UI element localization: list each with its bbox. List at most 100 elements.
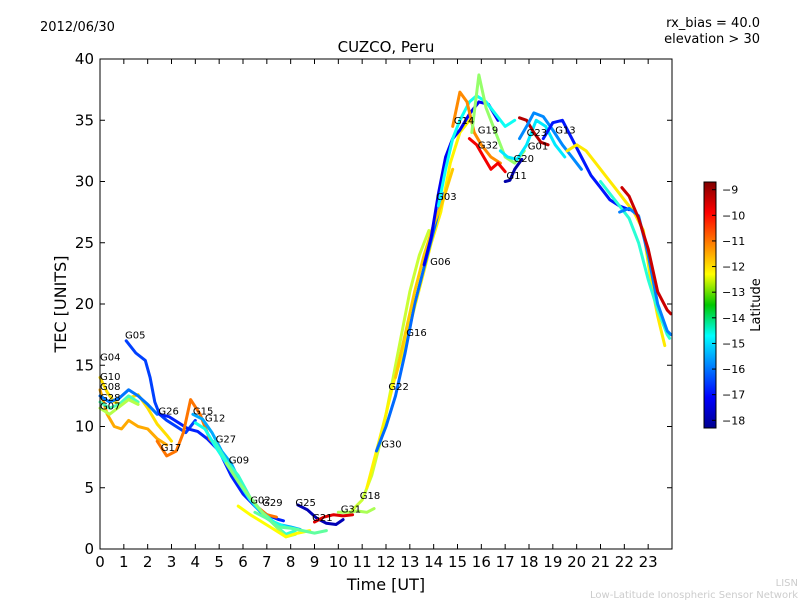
x-tick-label: 13 (400, 553, 419, 571)
colorbar-tick-label: −14 (722, 312, 745, 325)
colorbar-tick-label: −12 (722, 261, 745, 274)
x-tick-label: 9 (310, 553, 320, 571)
x-tick-label: 11 (353, 553, 372, 571)
y-axis: 0 5 10 15 20 25 30 35 40 (75, 50, 672, 558)
credit-network: Low-Latitude Ionospheric Sensor Network (590, 590, 798, 600)
y-tick-label: 5 (84, 479, 94, 497)
y-tick-label: 25 (75, 234, 94, 252)
x-tick-label: 14 (424, 553, 443, 571)
y-tick-label: 0 (84, 540, 94, 558)
colorbar-tick-label: −16 (722, 363, 745, 376)
elevation-label: elevation > 30 (664, 32, 760, 47)
x-tick-label: 21 (591, 553, 610, 571)
colorbar-tick-label: −9 (722, 184, 738, 197)
x-tick-label: 6 (238, 553, 248, 571)
colorbar (703, 181, 717, 429)
plot-frame (99, 58, 673, 550)
sat-label-g04: G04 (100, 352, 120, 363)
series-g29 (253, 510, 328, 535)
rx-bias-label: rx_bias = 40.0 (666, 16, 760, 31)
sat-label-g29: G29 (262, 498, 282, 509)
series-g28 (98, 394, 140, 410)
sat-label-g17: G17 (161, 443, 181, 454)
colorbar-label: Latitude (749, 278, 764, 332)
series-g20 (498, 118, 567, 161)
sat-label-g32: G32 (478, 140, 498, 151)
series-g21 (313, 513, 355, 524)
series-g08 (98, 388, 159, 416)
y-tick-label: 40 (75, 50, 94, 68)
sat-label-g18: G18 (360, 491, 380, 502)
series-g10 (98, 388, 169, 447)
sat-label-g07: G07 (100, 401, 120, 412)
sat-label-g09: G09 (229, 455, 249, 466)
series-g21b (599, 180, 672, 340)
x-tick-label: 23 (639, 553, 658, 571)
series-g11 (503, 157, 524, 183)
y-tick-label: 15 (75, 356, 94, 374)
x-tick-label: 16 (472, 553, 491, 571)
x-tick-label: 5 (214, 553, 224, 571)
sat-label-g03: G03 (436, 192, 456, 203)
sat-label-g15: G15 (193, 406, 213, 417)
sat-label-g12: G12 (205, 414, 225, 425)
sat-label-g14: G14 (454, 116, 474, 127)
x-tick-label: 7 (262, 553, 272, 571)
sat-label-g08: G08 (100, 382, 120, 393)
series-g23 (518, 111, 583, 171)
sat-label-g30: G30 (381, 439, 401, 450)
sat-label-g19: G19 (478, 126, 498, 137)
sat-label-g20: G20 (514, 154, 534, 165)
x-tick-label: 2 (143, 553, 153, 571)
series-g04 (98, 376, 173, 443)
series-g03 (436, 94, 517, 208)
x-tick-label: 15 (448, 553, 467, 571)
colorbar-tick-label: −15 (722, 337, 745, 350)
sat-label-g13: G13 (555, 126, 575, 137)
sat-label-g26: G26 (158, 406, 178, 417)
series-g32 (467, 137, 507, 174)
sat-label-g21: G21 (312, 513, 332, 524)
sat-label-g11: G11 (506, 171, 526, 182)
series-g14 (451, 90, 502, 165)
x-tick-label: 18 (519, 553, 538, 571)
y-axis-label: TEC [UNITS] (51, 256, 70, 354)
sat-label-g23: G23 (527, 128, 547, 139)
sat-label-g02: G02 (250, 496, 270, 507)
date-label: 2012/06/30 (40, 20, 115, 35)
sat-label-g05: G05 (125, 330, 145, 341)
y-tick-label: 20 (75, 295, 94, 313)
x-tick-label: 22 (615, 553, 634, 571)
sat-label-g28: G28 (100, 393, 120, 404)
x-axis-label: Time [UT] (346, 575, 425, 594)
x-tick-label: 17 (496, 553, 515, 571)
x-tick-label: 4 (191, 553, 201, 571)
series-g05 (124, 339, 197, 435)
colorbar-tick-label: −10 (722, 209, 745, 222)
colorbar-ticks: −9 −10 −11 −12 −13 −14 −15 −16 −17 −18 (712, 184, 745, 427)
series-g07 (98, 398, 140, 416)
colorbar-tick-label: −11 (722, 235, 745, 248)
sat-label-g22: G22 (388, 382, 408, 393)
sat-label-g16: G16 (406, 328, 426, 339)
plot-lines (98, 73, 673, 539)
series-g19 (470, 73, 526, 165)
series-g02 (236, 504, 312, 539)
sat-label-g27: G27 (216, 434, 236, 445)
x-tick-label: 8 (286, 553, 296, 571)
x-tick-label: 3 (167, 553, 177, 571)
x-axis: 0 1 2 3 4 5 6 7 8 9 10 11 12 13 14 15 16 17 18 19 20 21 22 23 (95, 59, 658, 571)
chart-title: CUZCO, Peru (338, 38, 435, 56)
x-tick-label: 0 (95, 553, 105, 571)
series-g10b (620, 186, 673, 316)
series-g24 (565, 143, 667, 348)
series-g13 (541, 118, 631, 212)
sat-label-g06: G06 (430, 257, 450, 268)
credit-lisn: LISN (776, 578, 798, 589)
x-tick-label: 19 (543, 553, 562, 571)
x-tick-label: 12 (376, 553, 395, 571)
satellite-labels: G04G10G08G28G07G05G26G17G15G12G27G09G02G… (100, 116, 576, 524)
y-tick-label: 35 (75, 111, 94, 129)
series-g25 (296, 503, 345, 526)
